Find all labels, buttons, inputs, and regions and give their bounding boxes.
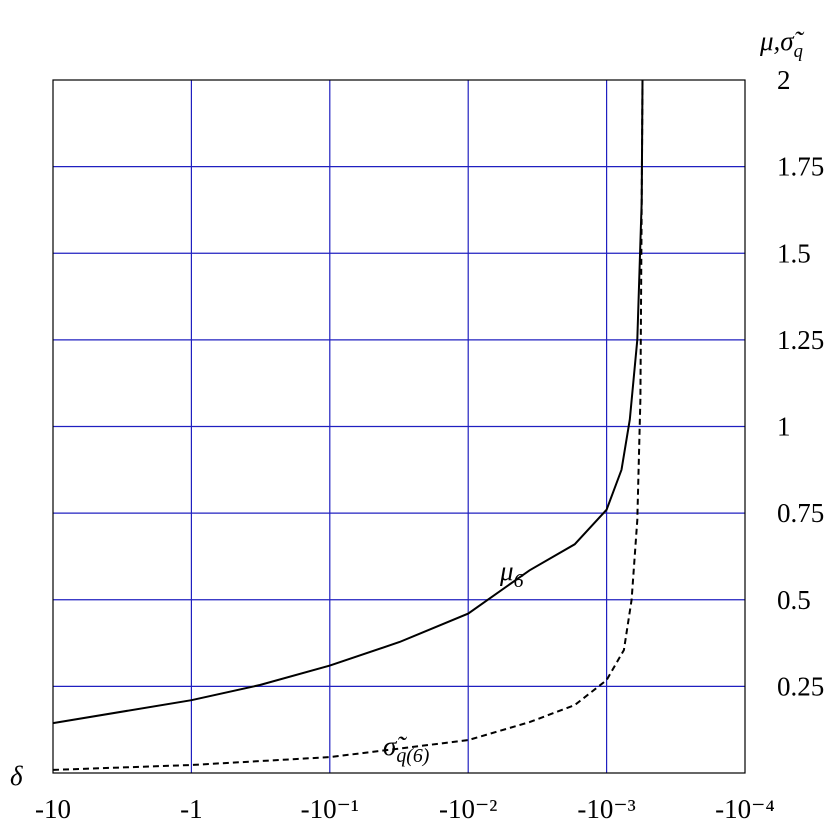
x-tick-label: -1 [180,794,203,824]
annotation-main: μ [499,556,514,586]
plot-frame [52,79,746,774]
data-line [52,79,644,725]
y-tick-label: 1.75 [777,152,824,182]
x-tick-label: -10⁻⁴ [715,794,775,824]
annotation-sub: q(6) [396,745,429,767]
annotation: μ6 [499,556,524,592]
y-tick-label: 1.5 [777,238,811,268]
x-axis-label: δ [10,761,23,791]
y-tick-label: 1 [777,412,791,442]
y-tick-label: 2 [777,65,791,95]
x-tick-label: -10⁻³ [577,794,635,824]
y-axis-label: μ,σ̃q [759,26,805,62]
annotation-sub: 6 [514,570,524,592]
y-tick-label: 0.5 [777,585,811,615]
y-axis-label-sub: q [794,41,803,62]
x-tick-label: -10 [35,794,71,824]
annotation: σ̃q(6) [383,731,429,767]
y-tick-label: 1.25 [777,325,824,355]
x-tick-label: -10⁻¹ [301,794,359,824]
x-tick-label: -10⁻² [439,794,497,824]
data-line [52,79,644,771]
y-tick-label: 0.75 [777,498,824,528]
y-tick-label: 0.25 [777,671,824,701]
